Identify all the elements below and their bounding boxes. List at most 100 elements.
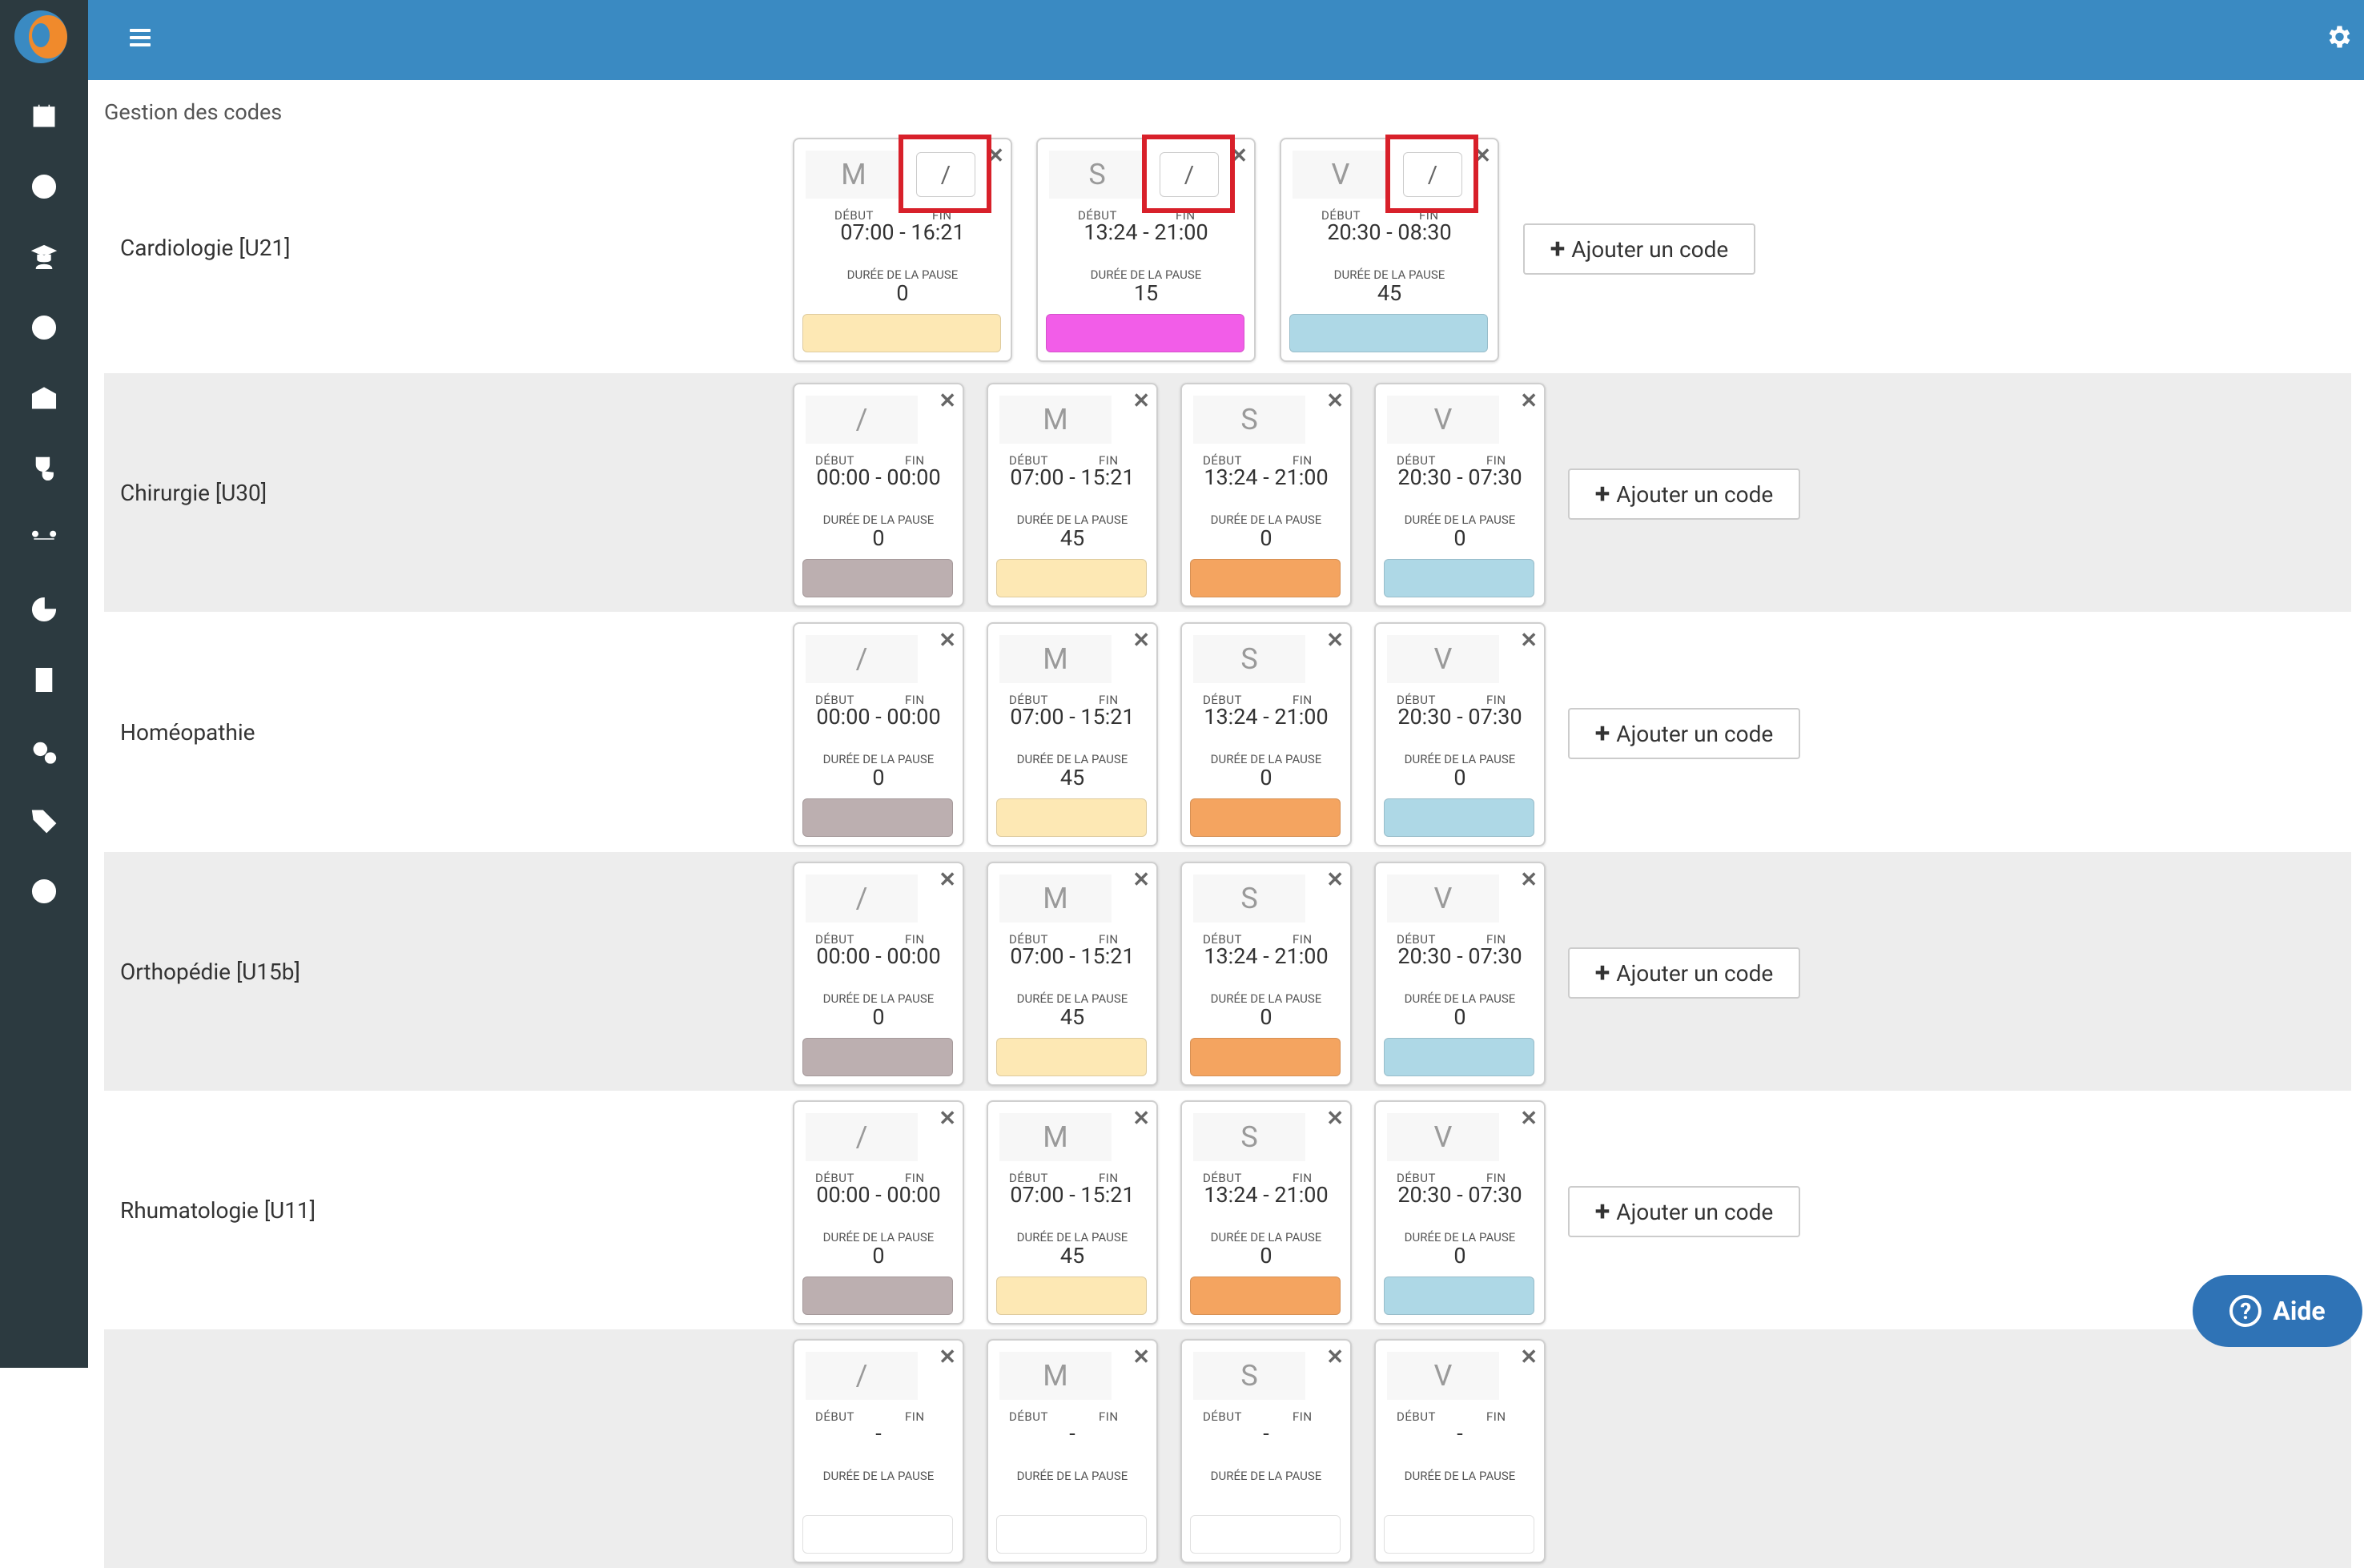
debut-time[interactable]: 13:24 — [1084, 219, 1138, 245]
debut-time[interactable]: 20:30 — [1397, 1182, 1452, 1208]
debut-time[interactable]: 00:00 — [816, 464, 870, 490]
time-range[interactable]: 07:00 - 15:21 — [1010, 943, 1135, 969]
color-swatch[interactable] — [1190, 1515, 1341, 1554]
debut-time[interactable]: 07:00 — [840, 219, 895, 245]
time-range[interactable]: 13:24 - 21:00 — [1204, 1182, 1329, 1208]
fin-time[interactable]: 07:30 — [1468, 464, 1522, 490]
time-range[interactable]: 07:00 - 15:21 — [1010, 1182, 1135, 1208]
sidebar-calendar-icon[interactable] — [0, 88, 88, 144]
fin-time[interactable]: 00:00 — [886, 1182, 941, 1208]
pause-value[interactable]: 0 — [872, 1004, 885, 1030]
time-range[interactable]: 13:24 - 21:00 — [1204, 704, 1329, 730]
code-input[interactable]: / — [806, 635, 918, 683]
close-icon[interactable]: ✕ — [1132, 1107, 1150, 1131]
pause-value[interactable]: 45 — [1059, 525, 1085, 551]
sidebar-cogs-icon[interactable] — [0, 722, 88, 778]
fin-time[interactable]: 15:21 — [1080, 943, 1135, 969]
fin-time[interactable]: 15:21 — [1080, 464, 1135, 490]
pause-value[interactable]: 0 — [1260, 765, 1272, 790]
fin-time[interactable]: 21:00 — [1274, 943, 1329, 969]
color-swatch[interactable] — [802, 559, 953, 597]
fin-time[interactable]: 21:00 — [1274, 1182, 1329, 1208]
code-input[interactable]: V — [1387, 1352, 1499, 1400]
code-input[interactable]: V — [1387, 635, 1499, 683]
time-range[interactable]: 07:00 - 15:21 — [1010, 464, 1135, 490]
pause-value[interactable]: 0 — [1260, 525, 1272, 551]
time-range[interactable]: - — [1457, 1421, 1463, 1446]
code-input[interactable]: S — [1193, 874, 1305, 923]
code-input[interactable]: M — [999, 1113, 1112, 1161]
color-swatch[interactable] — [996, 559, 1147, 597]
pause-value[interactable]: 0 — [872, 525, 885, 551]
pause-value[interactable]: 45 — [1059, 1243, 1085, 1268]
code-input[interactable]: M — [999, 874, 1112, 923]
hamburger-menu-icon[interactable] — [130, 24, 154, 54]
highlighted-fin-code-input[interactable]: / — [1385, 135, 1478, 213]
color-swatch[interactable] — [996, 798, 1147, 837]
pause-value[interactable]: 0 — [1453, 765, 1466, 790]
fin-time[interactable]: 00:00 — [886, 943, 941, 969]
time-range[interactable]: 20:30 - 07:30 — [1397, 943, 1522, 969]
pause-value[interactable]: 0 — [872, 765, 885, 790]
sidebar-id-badge-icon[interactable] — [0, 652, 88, 708]
time-range[interactable]: 20:30 - 07:30 — [1397, 464, 1522, 490]
add-code-button[interactable]: + Ajouter un code — [1568, 708, 1800, 759]
app-logo[interactable] — [14, 10, 67, 63]
close-icon[interactable]: ✕ — [1132, 389, 1150, 413]
gear-icon[interactable] — [2324, 22, 2353, 51]
color-swatch[interactable] — [1384, 1515, 1534, 1554]
highlighted-fin-code-input[interactable]: / — [1142, 135, 1235, 213]
pause-value[interactable]: 0 — [1260, 1004, 1272, 1030]
close-icon[interactable]: ✕ — [1132, 1345, 1150, 1369]
debut-time[interactable]: 07:00 — [1010, 1182, 1064, 1208]
time-range[interactable]: 07:00 - 15:21 — [1010, 704, 1135, 730]
time-range[interactable]: 20:30 - 07:30 — [1397, 1182, 1522, 1208]
close-icon[interactable]: ✕ — [939, 389, 956, 413]
add-code-button[interactable]: + Ajouter un code — [1568, 1186, 1800, 1237]
fin-time[interactable]: 15:21 — [1080, 1182, 1135, 1208]
fin-time[interactable]: 21:00 — [1274, 704, 1329, 730]
time-range[interactable]: 07:00 - 16:21 — [840, 219, 965, 245]
color-swatch[interactable] — [802, 1038, 953, 1076]
color-swatch[interactable] — [1190, 1038, 1341, 1076]
close-icon[interactable]: ✕ — [1520, 389, 1538, 413]
fin-time[interactable]: 00:00 — [886, 464, 941, 490]
fin-time[interactable]: 15:21 — [1080, 704, 1135, 730]
time-range[interactable]: 00:00 - 00:00 — [816, 943, 941, 969]
code-input[interactable]: / — [806, 1352, 918, 1400]
color-swatch[interactable] — [1046, 314, 1244, 352]
pause-value[interactable]: 0 — [896, 280, 909, 306]
debut-time[interactable]: 13:24 — [1204, 1182, 1258, 1208]
code-input[interactable]: S — [1193, 1113, 1305, 1161]
time-range[interactable]: - — [875, 1421, 882, 1446]
color-swatch[interactable] — [1384, 1277, 1534, 1315]
sidebar-hospital-user-icon[interactable] — [0, 370, 88, 426]
debut-time[interactable]: 00:00 — [816, 704, 870, 730]
sidebar-people-arrows-icon[interactable] — [0, 511, 88, 567]
code-input[interactable]: / — [806, 396, 918, 444]
sidebar-pie-chart-icon[interactable] — [0, 581, 88, 637]
close-icon[interactable]: ✕ — [939, 1345, 956, 1369]
color-swatch[interactable] — [996, 1277, 1147, 1315]
code-input[interactable]: M — [999, 1352, 1112, 1400]
debut-time[interactable]: 07:00 — [1010, 704, 1064, 730]
debut-time[interactable]: 20:30 — [1397, 464, 1452, 490]
close-icon[interactable]: ✕ — [1520, 629, 1538, 653]
debut-time[interactable]: 00:00 — [816, 1182, 870, 1208]
fin-code-input[interactable]: / — [1403, 152, 1462, 197]
pause-value[interactable]: 0 — [872, 1243, 885, 1268]
close-icon[interactable]: ✕ — [939, 1107, 956, 1131]
pause-value[interactable]: 0 — [1453, 1243, 1466, 1268]
close-icon[interactable]: ✕ — [1326, 1107, 1344, 1131]
close-icon[interactable]: ✕ — [1520, 868, 1538, 892]
debut-time[interactable]: 00:00 — [816, 943, 870, 969]
code-input[interactable]: / — [806, 1113, 918, 1161]
close-icon[interactable]: ✕ — [1326, 389, 1344, 413]
code-input[interactable]: / — [806, 874, 918, 923]
close-icon[interactable]: ✕ — [1132, 629, 1150, 653]
time-range[interactable]: 13:24 - 21:00 — [1084, 219, 1208, 245]
code-input[interactable]: M — [999, 396, 1112, 444]
color-swatch[interactable] — [1384, 1038, 1534, 1076]
time-range[interactable]: 13:24 - 21:00 — [1204, 943, 1329, 969]
color-swatch[interactable] — [1384, 559, 1534, 597]
